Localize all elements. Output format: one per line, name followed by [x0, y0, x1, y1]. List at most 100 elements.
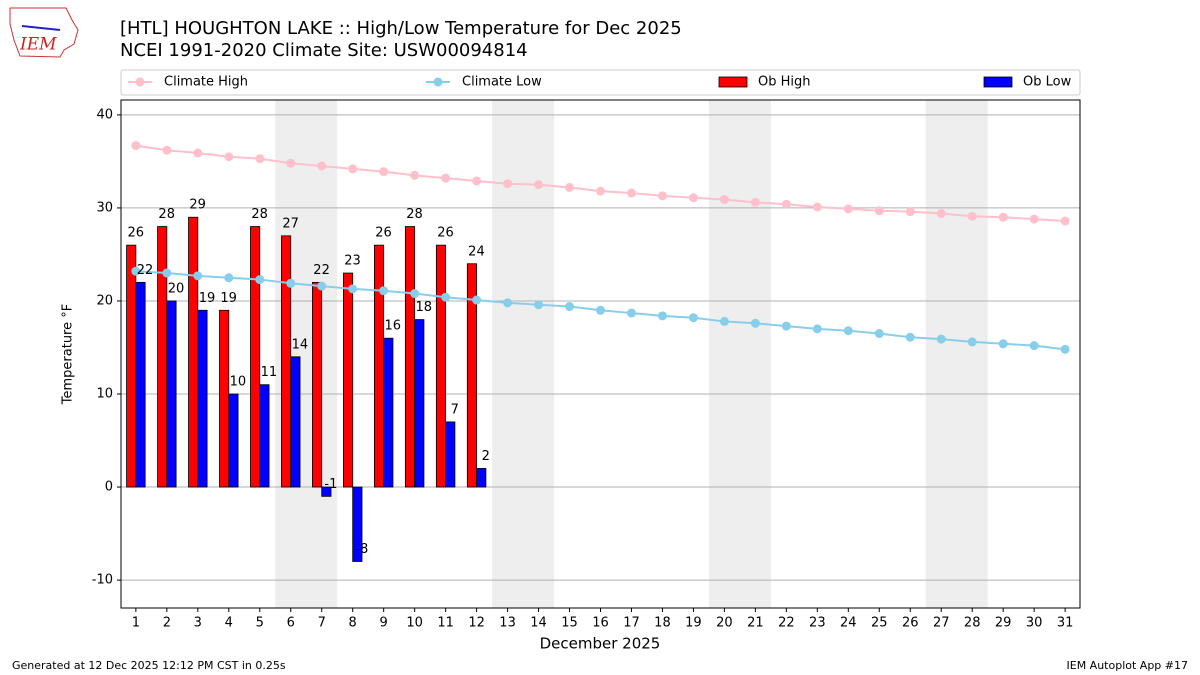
series-marker — [998, 212, 1008, 222]
x-tick-label: 18 — [654, 616, 671, 631]
series-marker — [1029, 214, 1039, 224]
series-marker — [565, 302, 575, 312]
plot-frame — [120, 99, 1081, 609]
bar — [219, 309, 230, 488]
legend-swatch — [983, 76, 1013, 88]
series-marker — [936, 334, 946, 344]
series-marker — [193, 271, 203, 281]
data-label: 11 — [261, 365, 278, 380]
y-tick-label: 20 — [96, 293, 113, 308]
data-label: 26 — [375, 226, 392, 241]
x-tick-label: 6 — [287, 616, 295, 631]
bar — [188, 216, 199, 488]
series-marker — [565, 182, 575, 192]
x-tick-label: 14 — [530, 616, 547, 631]
x-axis-label: December 2025 — [540, 635, 661, 653]
series-marker — [441, 292, 451, 302]
series-marker — [657, 191, 667, 201]
series-marker — [750, 318, 760, 328]
data-label: 23 — [344, 254, 361, 269]
series-marker — [719, 316, 729, 326]
series-marker — [874, 329, 884, 339]
series-marker — [626, 188, 636, 198]
x-tick-label: 19 — [685, 616, 702, 631]
series-marker — [286, 278, 296, 288]
x-tick-label: 15 — [561, 616, 578, 631]
series-marker — [255, 154, 265, 164]
series-marker — [1060, 216, 1070, 226]
series-marker — [317, 281, 327, 291]
series-marker — [688, 193, 698, 203]
data-label: 29 — [189, 198, 206, 213]
series-marker — [193, 148, 203, 158]
data-label: 26 — [437, 226, 454, 241]
series-marker — [534, 300, 544, 310]
data-label: 26 — [127, 226, 144, 241]
data-label: 19 — [220, 291, 237, 306]
series-marker — [131, 266, 141, 276]
series-marker — [967, 211, 977, 221]
x-tick-label: 4 — [225, 616, 233, 631]
bar — [435, 244, 447, 488]
series-marker — [348, 284, 358, 294]
series-marker — [131, 141, 141, 151]
bar — [476, 468, 487, 488]
x-tick-label: 2 — [163, 616, 171, 631]
data-label: 28 — [251, 207, 268, 222]
x-tick-label: 7 — [318, 616, 326, 631]
series-marker — [410, 289, 420, 299]
series-marker — [162, 268, 172, 278]
x-tick-label: 24 — [840, 616, 857, 631]
bar — [166, 300, 177, 488]
x-tick-label: 30 — [1026, 616, 1043, 631]
y-axis-label: Temperature °F — [61, 304, 76, 405]
series-marker — [596, 186, 605, 196]
logo: IEM — [9, 7, 79, 58]
series-marker — [1029, 341, 1039, 351]
data-label: 19 — [199, 291, 216, 306]
series-marker — [781, 321, 791, 331]
chart-title: [HTL] HOUGHTON LAKE :: High/Low Temperat… — [120, 18, 682, 39]
data-label: 28 — [406, 207, 423, 222]
series-marker — [162, 145, 172, 155]
bar — [321, 486, 332, 497]
series-marker — [596, 305, 605, 315]
x-tick-label: 8 — [349, 616, 357, 631]
footer-left: Generated at 12 Dec 2025 12:12 PM CST in… — [12, 659, 286, 672]
legend-label: Ob Low — [1023, 75, 1072, 90]
bar — [157, 226, 168, 488]
data-label: 24 — [468, 244, 485, 259]
x-tick-label: 23 — [809, 616, 826, 631]
footer-right: IEM Autoplot App #17 — [1067, 659, 1189, 672]
bar — [312, 281, 323, 488]
data-label: 28 — [158, 207, 175, 222]
x-tick-label: 20 — [716, 616, 733, 631]
series-marker — [812, 324, 822, 334]
x-tick-label: 11 — [437, 616, 454, 631]
legend-frame — [120, 69, 1081, 96]
series-marker — [843, 326, 853, 336]
series-marker — [781, 199, 791, 209]
series-marker — [534, 180, 544, 190]
bar — [126, 244, 137, 488]
series-marker — [348, 164, 358, 174]
x-tick-label: 21 — [747, 616, 764, 631]
series-marker — [657, 311, 667, 321]
x-tick-label: 1 — [132, 616, 140, 631]
series-marker — [472, 295, 482, 305]
x-tick-label: 12 — [468, 616, 485, 631]
bar — [373, 244, 385, 488]
series-marker — [998, 339, 1008, 349]
series-marker — [905, 207, 915, 217]
x-tick-label: 25 — [871, 616, 888, 631]
data-label: -1 — [324, 477, 337, 492]
x-tick-label: 31 — [1057, 616, 1074, 631]
x-tick-label: 13 — [499, 616, 516, 631]
series-marker — [224, 273, 234, 283]
weekend-band — [708, 100, 771, 608]
data-label: 27 — [282, 216, 299, 231]
series-marker — [441, 173, 451, 183]
series-marker — [688, 313, 698, 323]
weekend-band — [492, 100, 555, 608]
